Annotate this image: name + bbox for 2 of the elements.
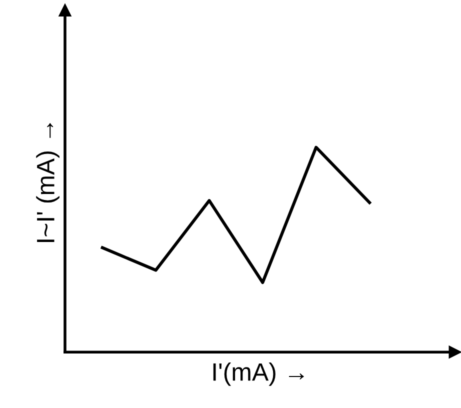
y-axis-title: I~I' (mA) → (36, 123, 60, 242)
x-axis-title: I'(mA) → (213, 362, 304, 386)
